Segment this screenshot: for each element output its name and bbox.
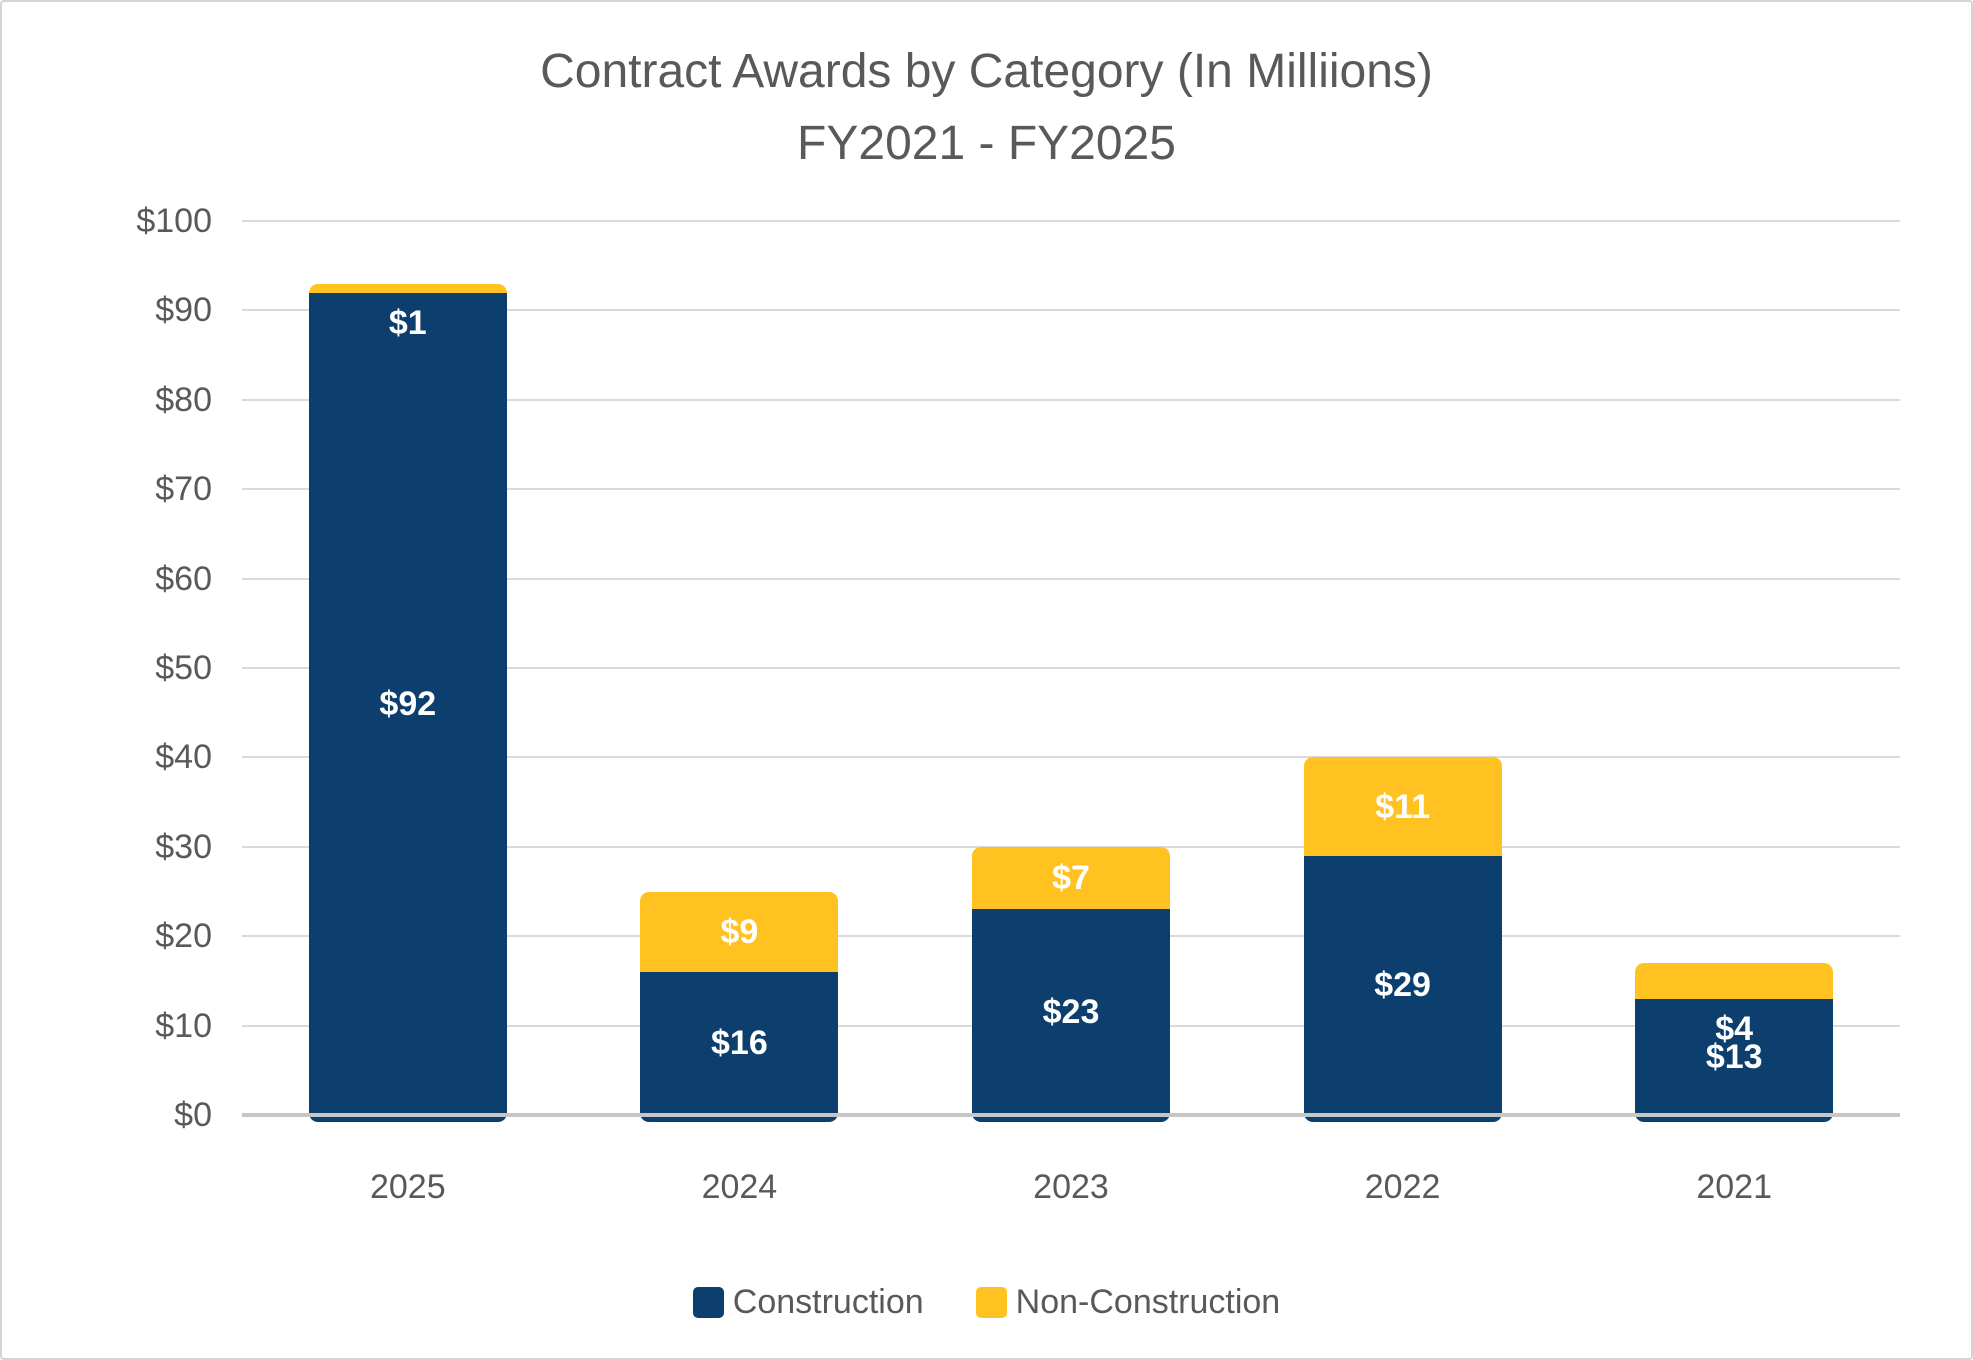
x-axis-line (242, 1113, 1900, 1117)
y-tick-label: $0 (174, 1096, 212, 1134)
legend-label-non-construction: Non-Construction (1015, 1283, 1281, 1321)
gridline-80 (242, 398, 1900, 401)
bar-value-label-non-construction-2025: $1 (388, 303, 427, 342)
bar-segment-non-construction-2023 (972, 846, 1170, 910)
x-axis-label-2021: 2021 (1696, 1168, 1773, 1206)
bar-segment-construction-2021 (1635, 998, 1834, 1122)
y-tick-label: $10 (155, 1006, 212, 1045)
x-axis-label-2022: 2022 (1364, 1168, 1441, 1206)
gridline-60 (242, 577, 1900, 580)
bar-segment-construction-2023 (972, 909, 1170, 1122)
y-tick-label: $20 (155, 917, 212, 956)
bar-segment-non-construction-2025 (308, 283, 507, 293)
chart-title-line1: Contract Awards by Category (In Milliion… (540, 45, 1433, 98)
legend-item-construction: Construction (692, 1282, 924, 1322)
bar-value-label-construction-2022: $29 (1374, 966, 1431, 1005)
y-tick-label: $80 (155, 380, 212, 419)
bar-segment-construction-2024 (640, 971, 839, 1122)
y-tick-label: $40 (155, 738, 212, 777)
y-tick-label: $50 (155, 649, 212, 687)
legend-item-non-construction: Non-Construction (975, 1282, 1281, 1322)
gridline-50 (242, 667, 1900, 669)
bar-segment-construction-2022 (1303, 855, 1502, 1122)
bar-value-label-construction-2025: $92 (379, 684, 437, 723)
bar-segment-construction-2025 (308, 292, 507, 1122)
gridline-100 (242, 220, 1900, 222)
x-axis-label-2024: 2024 (701, 1168, 778, 1206)
x-axis-label-2023: 2023 (1033, 1168, 1109, 1206)
y-tick-label: $70 (155, 470, 212, 509)
chart-title: Contract Awards by Category (In Milliion… (2, 36, 1971, 180)
y-tick-label: $90 (155, 291, 212, 330)
non-construction-swatch-icon (975, 1286, 1007, 1318)
bar-value-label-construction-2023: $23 (1042, 993, 1100, 1032)
y-tick-label: $30 (155, 827, 212, 866)
bar-value-label-non-construction-2024: $9 (720, 912, 759, 951)
bar-segment-non-construction-2024 (640, 891, 839, 972)
bar-value-label-non-construction-2021: $4 (1715, 1009, 1754, 1048)
bar-value-label-construction-2021: $13 (1705, 1037, 1763, 1076)
legend: Construction Non-Construction (2, 1278, 1971, 1326)
x-axis-label-2025: 2025 (369, 1168, 446, 1206)
y-tick-label: $100 (136, 202, 212, 240)
bar-value-label-construction-2024: $16 (711, 1024, 768, 1063)
bar-segment-non-construction-2022 (1303, 757, 1502, 856)
construction-swatch-icon (692, 1286, 724, 1318)
y-tick-label: $60 (155, 559, 212, 598)
gridline-70 (242, 488, 1900, 491)
bar-segment-non-construction-2021 (1635, 963, 1834, 999)
legend-label-construction: Construction (732, 1283, 924, 1321)
gridline-40 (242, 756, 1900, 759)
bar-value-label-non-construction-2023: $7 (1052, 859, 1090, 898)
gridline-90 (242, 309, 1900, 312)
bar-value-label-non-construction-2022: $11 (1375, 787, 1431, 826)
chart-title-line2: FY2021 - FY2025 (797, 117, 1176, 170)
